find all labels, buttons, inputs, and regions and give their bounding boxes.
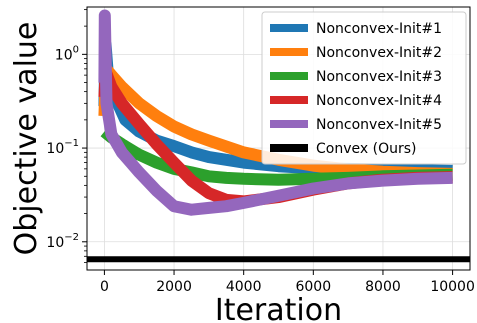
y-tick-label: 10−2 — [46, 232, 79, 251]
x-tick-label: 4000 — [226, 279, 262, 295]
x-axis-ticks: 0 2000 4000 6000 8000 10000 — [100, 270, 475, 295]
legend-label: Nonconvex-Init#5 — [316, 117, 442, 133]
legend-box — [261, 11, 467, 165]
legend-label: Nonconvex-Init#1 — [316, 21, 442, 37]
y-axis-ticks: 100 10−1 10−2 — [46, 9, 87, 263]
x-tick-label: 6000 — [295, 279, 331, 295]
x-tick-label: 8000 — [365, 279, 401, 295]
legend-label: Nonconvex-Init#4 — [316, 93, 442, 109]
plot-frame — [86, 6, 471, 271]
x-axis-label: Iteration — [215, 293, 342, 323]
series-line-5 — [98, 9, 453, 216]
x-tick-label: 10000 — [430, 279, 475, 295]
x-tick-label: 2000 — [156, 279, 192, 295]
series-layer — [87, 9, 470, 263]
legend-label: Nonconvex-Init#3 — [316, 69, 442, 85]
y-tick-label: 100 — [55, 44, 79, 63]
legend-label: Convex (Ours) — [316, 141, 416, 157]
series-line-2 — [98, 62, 453, 180]
plot-area — [87, 9, 470, 263]
y-tick-label: 10−1 — [46, 138, 79, 157]
legend-label: Nonconvex-Init#2 — [316, 45, 442, 61]
y-axis-label: Objective value — [9, 22, 44, 256]
legend: Nonconvex-Init#1 Nonconvex-Init#2 Nonconve… — [261, 11, 467, 165]
x-tick-label: 0 — [100, 279, 109, 295]
